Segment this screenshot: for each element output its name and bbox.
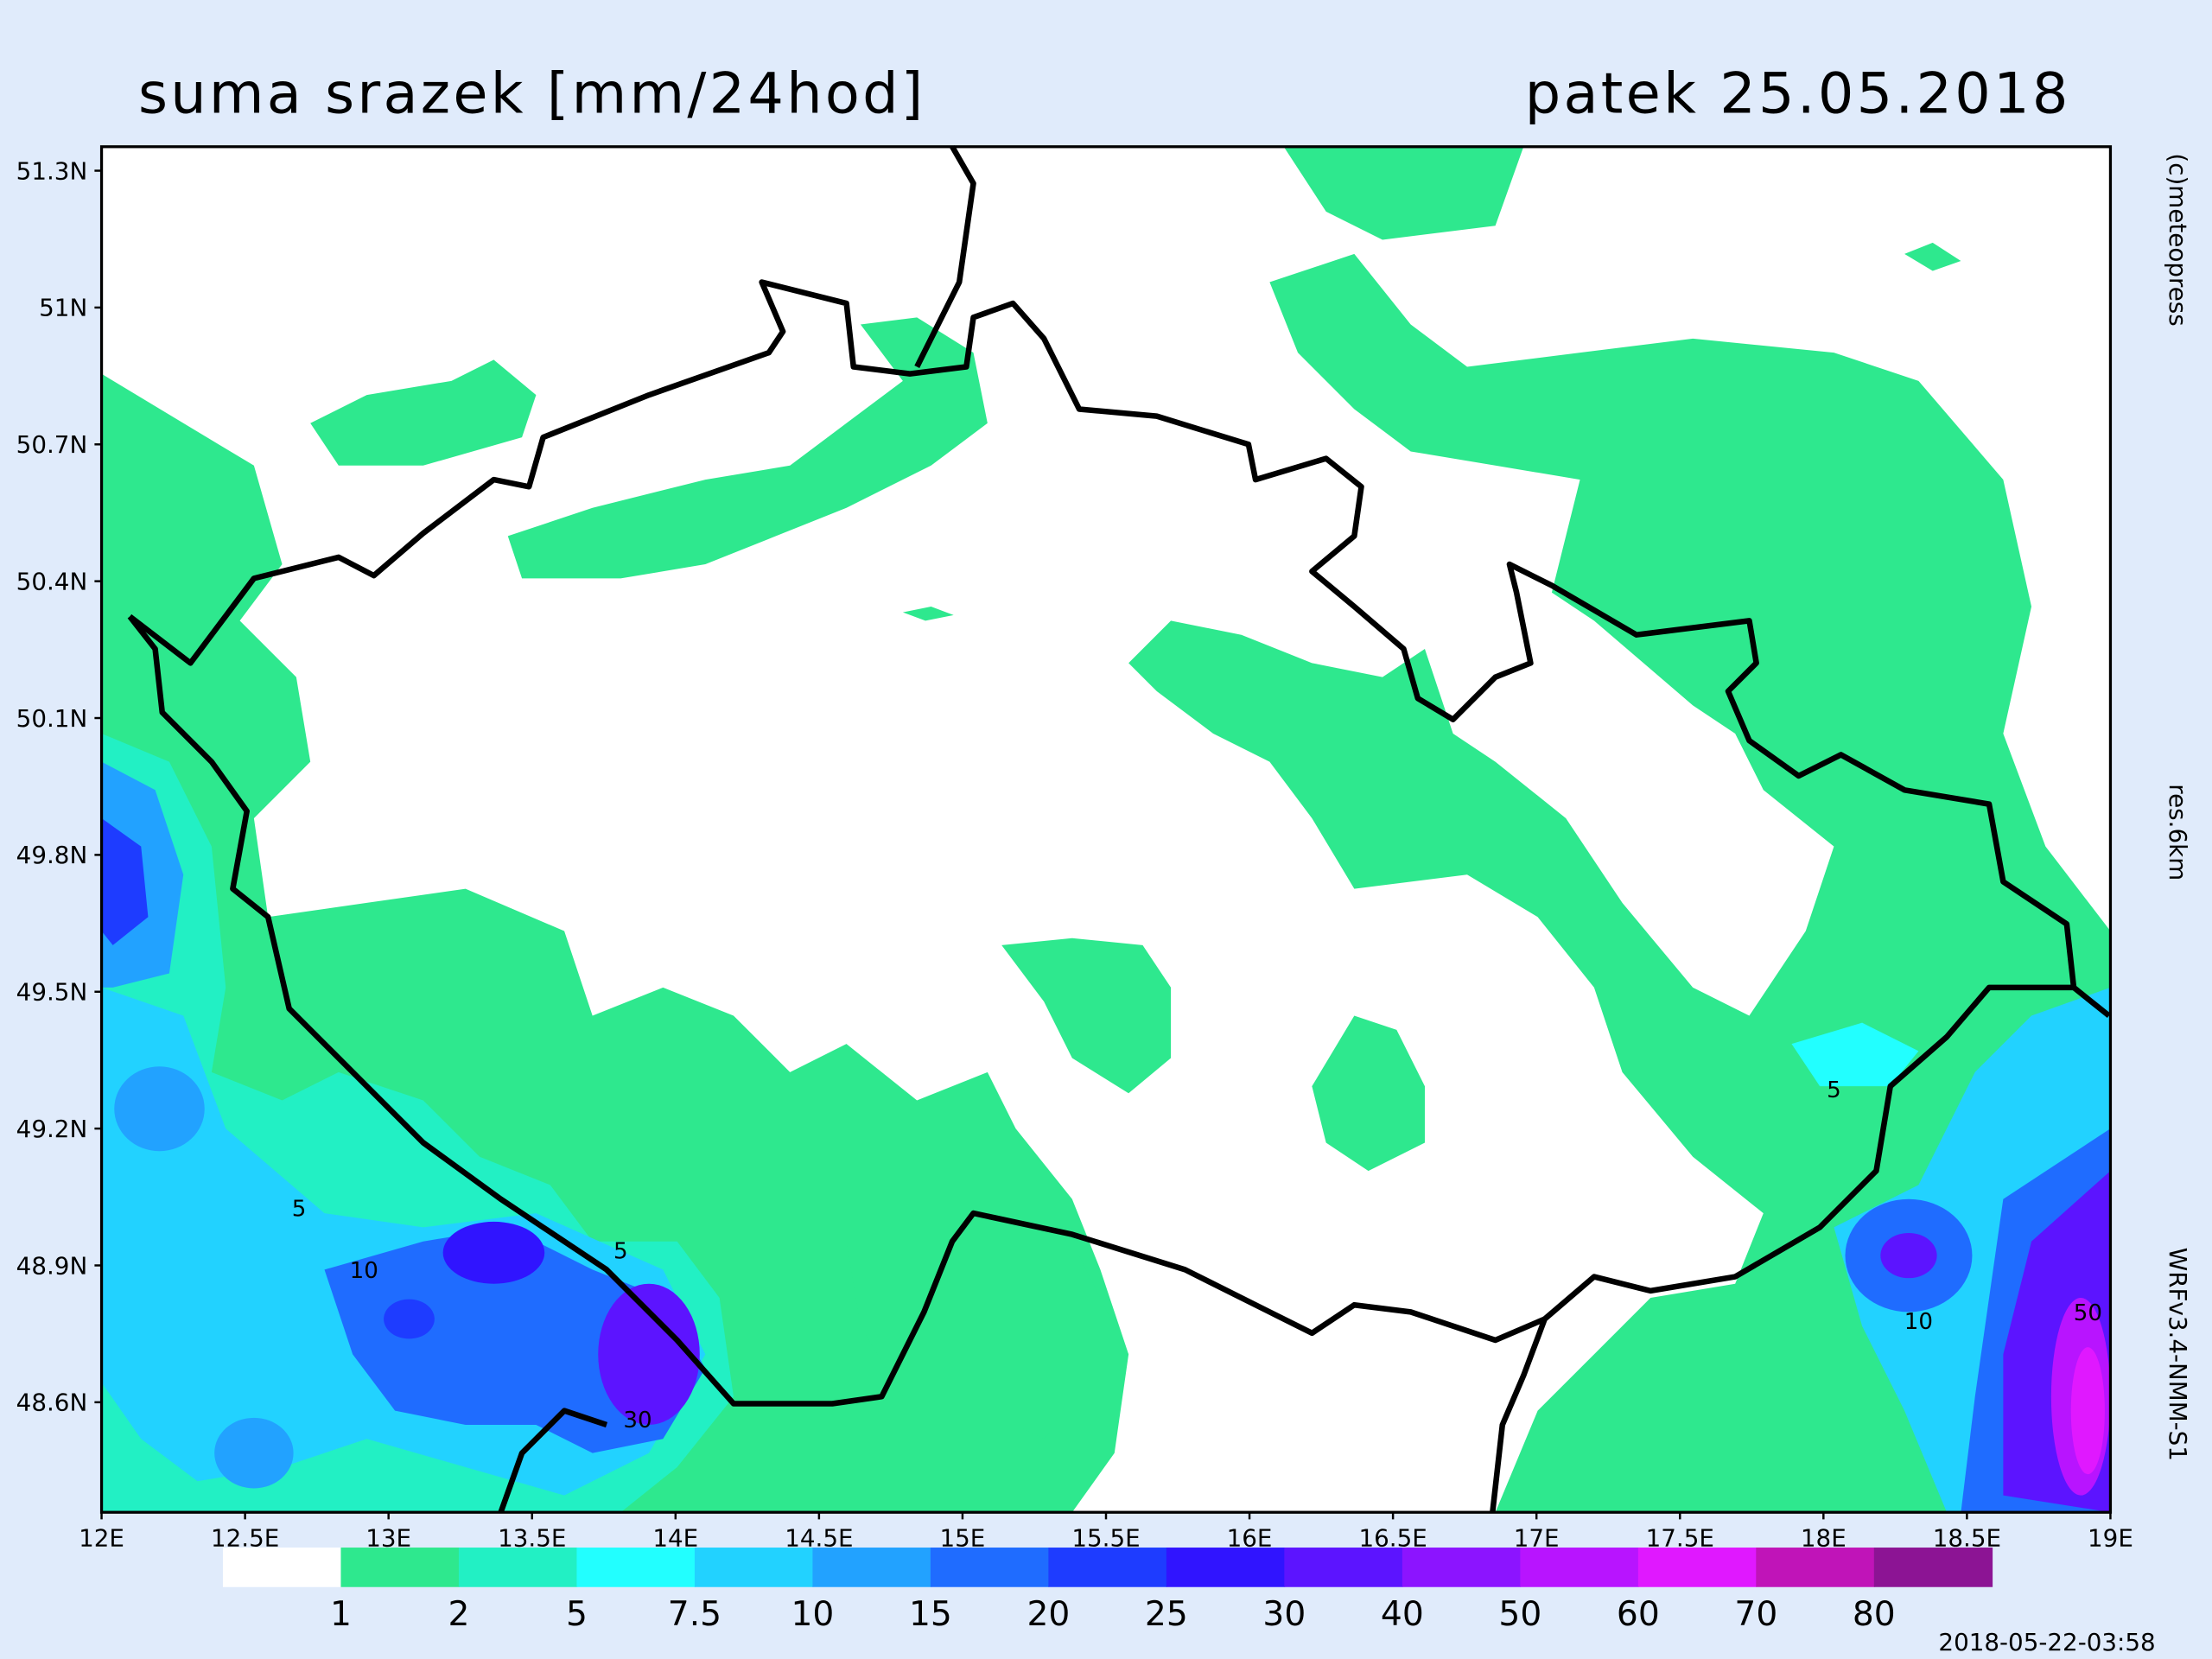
resolution: res.6km — [2164, 784, 2192, 880]
colorbar-swatch — [1284, 1548, 1403, 1587]
colorbar-swatch — [930, 1548, 1050, 1587]
date: patek 25.05.2018 — [1525, 61, 2071, 127]
colorbar-label: 15 — [909, 1595, 952, 1634]
colorbar-swatch — [1166, 1548, 1286, 1587]
lon-label: 15.5E — [1071, 1523, 1140, 1552]
colorbar-swatch — [694, 1548, 814, 1587]
lon-label: 16E — [1227, 1523, 1273, 1552]
lon-label: 13.5E — [498, 1523, 566, 1552]
colorbar-swatch — [1402, 1548, 1522, 1587]
lon-label: 14E — [652, 1523, 698, 1552]
contour-label: 5 — [1827, 1077, 1841, 1103]
colorbar-swatch — [812, 1548, 931, 1587]
lat-label: 49.8N — [16, 841, 88, 869]
colorbar-swatch — [1048, 1548, 1167, 1587]
colorbar-label: 60 — [1617, 1595, 1660, 1634]
colorbar-swatch — [458, 1548, 578, 1587]
lat-label: 51N — [39, 294, 87, 322]
colorbar-swatch — [1756, 1548, 1875, 1587]
contour-label: 5 — [292, 1196, 307, 1222]
contour-label: 50 — [2074, 1300, 2102, 1326]
lat-label: 49.2N — [16, 1115, 88, 1143]
lon-label: 18E — [1801, 1523, 1847, 1552]
title: suma srazek [mm/24hod] — [138, 61, 926, 127]
map-area — [99, 145, 2113, 1514]
colorbar-swatch — [1873, 1548, 1993, 1587]
colorbar: 1 2 5 7.5 10 15 20 25 30 40 50 60 70 80 — [222, 1548, 1993, 1634]
colorbar-swatch — [340, 1548, 460, 1587]
lat-label: 48.6N — [16, 1389, 88, 1417]
colorbar-swatch — [576, 1548, 696, 1587]
lon-label: 17E — [1514, 1523, 1560, 1552]
lon-label: 14.5E — [785, 1523, 853, 1552]
contour-labels: 5 10 5 30 5 10 50 — [292, 1077, 2102, 1433]
lon-label: 16.5E — [1358, 1523, 1427, 1552]
model: WRFv3.4-NMM-S1 — [2164, 1248, 2192, 1461]
lon-label: 18.5E — [1933, 1523, 2001, 1552]
colorbar-swatch — [1520, 1548, 1639, 1587]
lon-label: 17.5E — [1646, 1523, 1714, 1552]
contour-label: 10 — [350, 1258, 378, 1284]
contour-label: 10 — [1904, 1309, 1933, 1335]
colorbar-swatch — [1637, 1548, 1758, 1587]
lon-label: 13E — [365, 1523, 411, 1552]
colorbar-label: 2 — [448, 1595, 469, 1634]
contour-label: 5 — [613, 1238, 628, 1264]
lon-label: 15E — [940, 1523, 986, 1552]
colorbar-label: 20 — [1027, 1595, 1070, 1634]
precip-heavy — [101, 733, 2111, 1513]
colorbar-swatch — [222, 1548, 342, 1587]
colorbar-label: 30 — [1262, 1595, 1306, 1634]
colorbar-label: 5 — [566, 1595, 588, 1634]
lat-label: 51.3N — [16, 156, 88, 185]
lat-label: 49.5N — [16, 978, 88, 1007]
lat-label: 48.9N — [16, 1251, 88, 1280]
colorbar-label: 50 — [1498, 1595, 1541, 1634]
colorbar-label: 25 — [1145, 1595, 1188, 1634]
colorbar-label: 40 — [1381, 1595, 1424, 1634]
lon-label: 12.5E — [211, 1523, 279, 1552]
axis-ticks: 51.3N 51N 50.7N 50.4N 50.1N 49.8N 49.5N 49.2N 48… — [16, 156, 2133, 1552]
colorbar-label: 7.5 — [668, 1595, 721, 1634]
lon-label: 19E — [2088, 1523, 2133, 1552]
lat-label: 50.7N — [16, 430, 88, 459]
lat-label: 50.1N — [16, 704, 88, 733]
colorbar-label: 80 — [1853, 1595, 1896, 1634]
lon-label: 12E — [79, 1523, 124, 1552]
copyright: (c)meteopress — [2164, 153, 2192, 326]
colorbar-label: 70 — [1734, 1595, 1777, 1634]
contour-label: 30 — [623, 1408, 652, 1433]
colorbar-label: 1 — [330, 1595, 352, 1634]
timestamp: 2018-05-22-03:58 — [1938, 1628, 2155, 1656]
borders — [127, 145, 2111, 1514]
colorbar-label: 10 — [791, 1595, 834, 1634]
lat-label: 50.4N — [16, 567, 88, 595]
